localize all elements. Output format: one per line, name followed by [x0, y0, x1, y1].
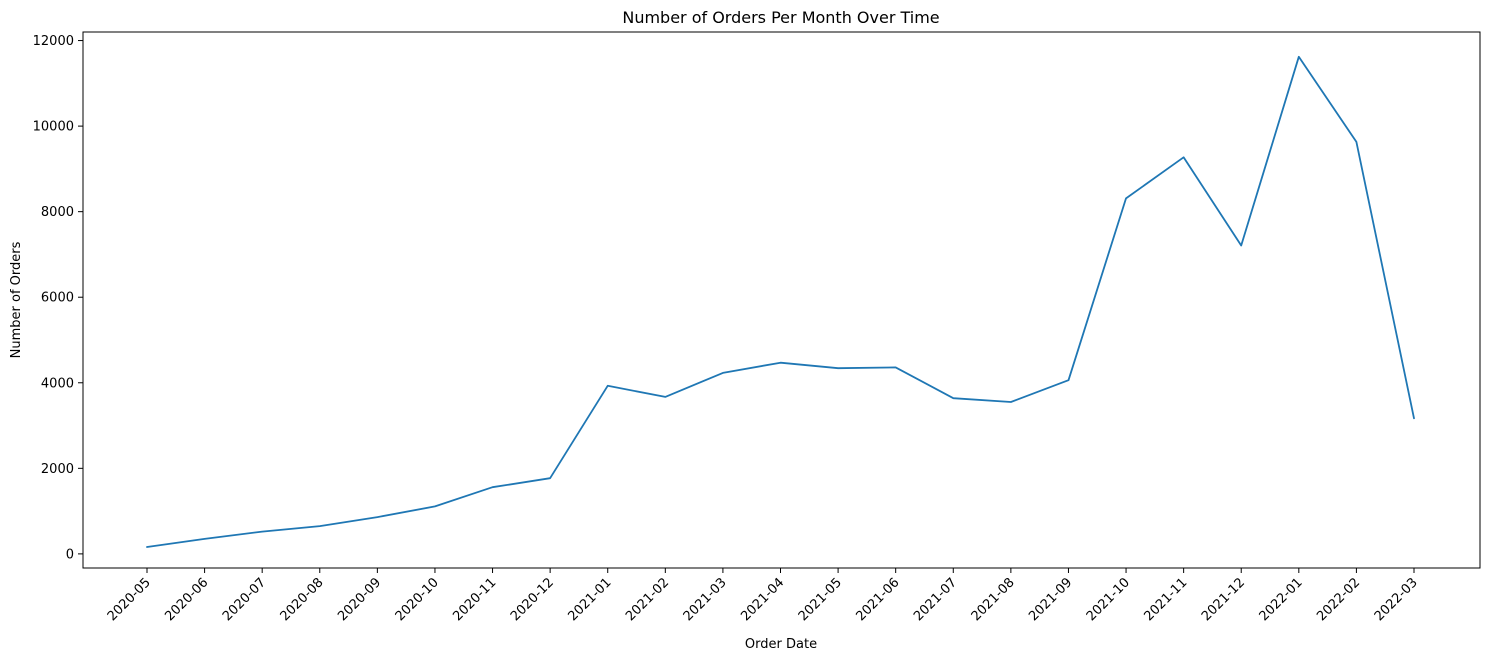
x-tick-label: 2021-12	[1199, 575, 1248, 624]
y-tick-label: 6000	[41, 291, 74, 306]
plot-area	[82, 31, 1481, 569]
series-group	[146, 55, 1415, 548]
x-tick-label: 2020-05	[105, 575, 154, 624]
x-axis: 2020-05 2020-06 2020-07 2020-08 2020-09 2020-…	[105, 568, 1421, 624]
y-tick-label: 12000	[33, 34, 74, 49]
y-axis-label: Number of Orders	[9, 241, 24, 358]
x-tick-label: 2020-06	[162, 575, 211, 624]
plot-frame	[82, 31, 1481, 569]
x-tick-label: 2022-03	[1372, 575, 1421, 624]
x-tick-label: 2020-08	[278, 575, 327, 624]
x-tick-label: 2021-06	[853, 575, 902, 624]
x-tick-label: 2021-02	[623, 575, 672, 624]
x-tick-label: 2021-08	[969, 575, 1018, 624]
y-axis: 0 2000 4000 6000 8000 10000 12000	[33, 34, 83, 562]
y-tick-label: 2000	[41, 462, 74, 477]
y-tick-label: 8000	[41, 205, 74, 220]
x-tick-label: 2022-02	[1314, 575, 1363, 624]
y-tick-label: 4000	[41, 376, 74, 391]
x-axis-label: Order Date	[745, 637, 817, 652]
x-tick-label: 2021-04	[738, 575, 787, 624]
x-tick-label: 2021-07	[911, 575, 960, 624]
x-tick-label: 2022-01	[1257, 575, 1306, 624]
x-tick-label: 2021-01	[566, 575, 615, 624]
y-tick-label: 10000	[33, 120, 74, 135]
x-tick-label: 2021-10	[1084, 575, 1133, 624]
x-tick-label: 2020-09	[335, 575, 384, 624]
chart-title: Number of Orders Per Month Over Time	[622, 8, 939, 27]
x-tick-label: 2020-11	[450, 575, 499, 624]
x-tick-label: 2020-12	[508, 575, 557, 624]
y-tick-label: 0	[66, 547, 74, 562]
x-tick-label: 2021-09	[1026, 575, 1075, 624]
x-tick-label: 2020-07	[220, 575, 269, 624]
x-tick-label: 2021-05	[796, 575, 845, 624]
series-line	[146, 55, 1415, 548]
x-tick-label: 2021-03	[681, 575, 730, 624]
x-tick-label: 2021-11	[1141, 575, 1190, 624]
x-tick-label: 2020-10	[393, 575, 442, 624]
